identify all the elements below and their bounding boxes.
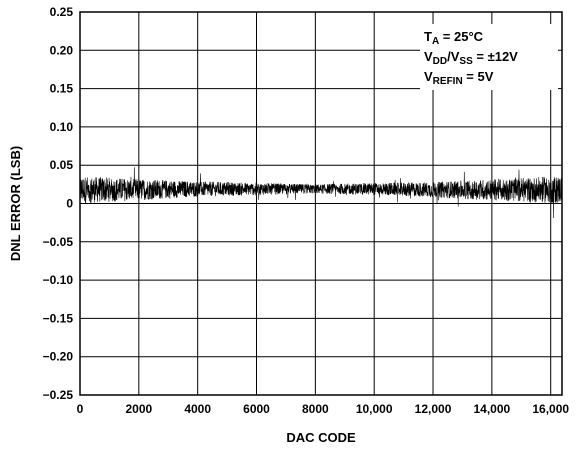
y-tick-label: 0.15 xyxy=(50,82,74,96)
y-tick-label: 0.10 xyxy=(50,120,74,134)
annotation-background xyxy=(420,24,558,90)
x-tick-label: 14,000 xyxy=(474,402,511,416)
dnl-series xyxy=(79,167,563,219)
y-tick-label: −0.20 xyxy=(43,350,74,364)
plot-frame xyxy=(79,11,563,396)
x-axis-ticks: 0 2000 4000 6000 8000 10,000 12,000 14,000 16,00… xyxy=(77,402,570,416)
y-tick-label: 0 xyxy=(66,197,73,211)
x-tick-label: 16,000 xyxy=(532,402,569,416)
condition-annotation: TA = 25°C VDD/VSS = ±12V VREFIN = 5V xyxy=(424,29,518,87)
annotation-line: VREFIN = 5V xyxy=(424,69,494,87)
y-tick-label: −0.10 xyxy=(43,273,74,287)
y-tick-label: 0.20 xyxy=(50,43,74,57)
y-tick-label: −0.15 xyxy=(43,311,74,325)
y-tick-label: −0.25 xyxy=(43,388,74,402)
x-axis-label: DAC CODE xyxy=(286,430,356,445)
x-tick-label: 0 xyxy=(77,402,84,416)
x-tick-label: 2000 xyxy=(125,402,152,416)
dnl-trace xyxy=(79,167,563,219)
y-tick-label: 0.25 xyxy=(50,5,74,19)
x-tick-label: 12,000 xyxy=(415,402,452,416)
y-tick-label: 0.05 xyxy=(50,158,74,172)
annotation-line: VDD/VSS = ±12V xyxy=(424,49,518,67)
x-tick-label: 10,000 xyxy=(356,402,393,416)
x-tick-label: 6000 xyxy=(243,402,270,416)
y-axis-ticks: 0.25 0.20 0.15 0.10 0.05 0 −0.05 −0.10 −0.15 −0.2… xyxy=(43,5,74,402)
y-tick-label: −0.05 xyxy=(43,235,74,249)
y-axis-label: DNL ERROR (LSB) xyxy=(8,146,23,261)
x-tick-label: 8000 xyxy=(302,402,329,416)
x-tick-label: 4000 xyxy=(184,402,211,416)
annotation-line: TA = 25°C xyxy=(424,29,484,47)
